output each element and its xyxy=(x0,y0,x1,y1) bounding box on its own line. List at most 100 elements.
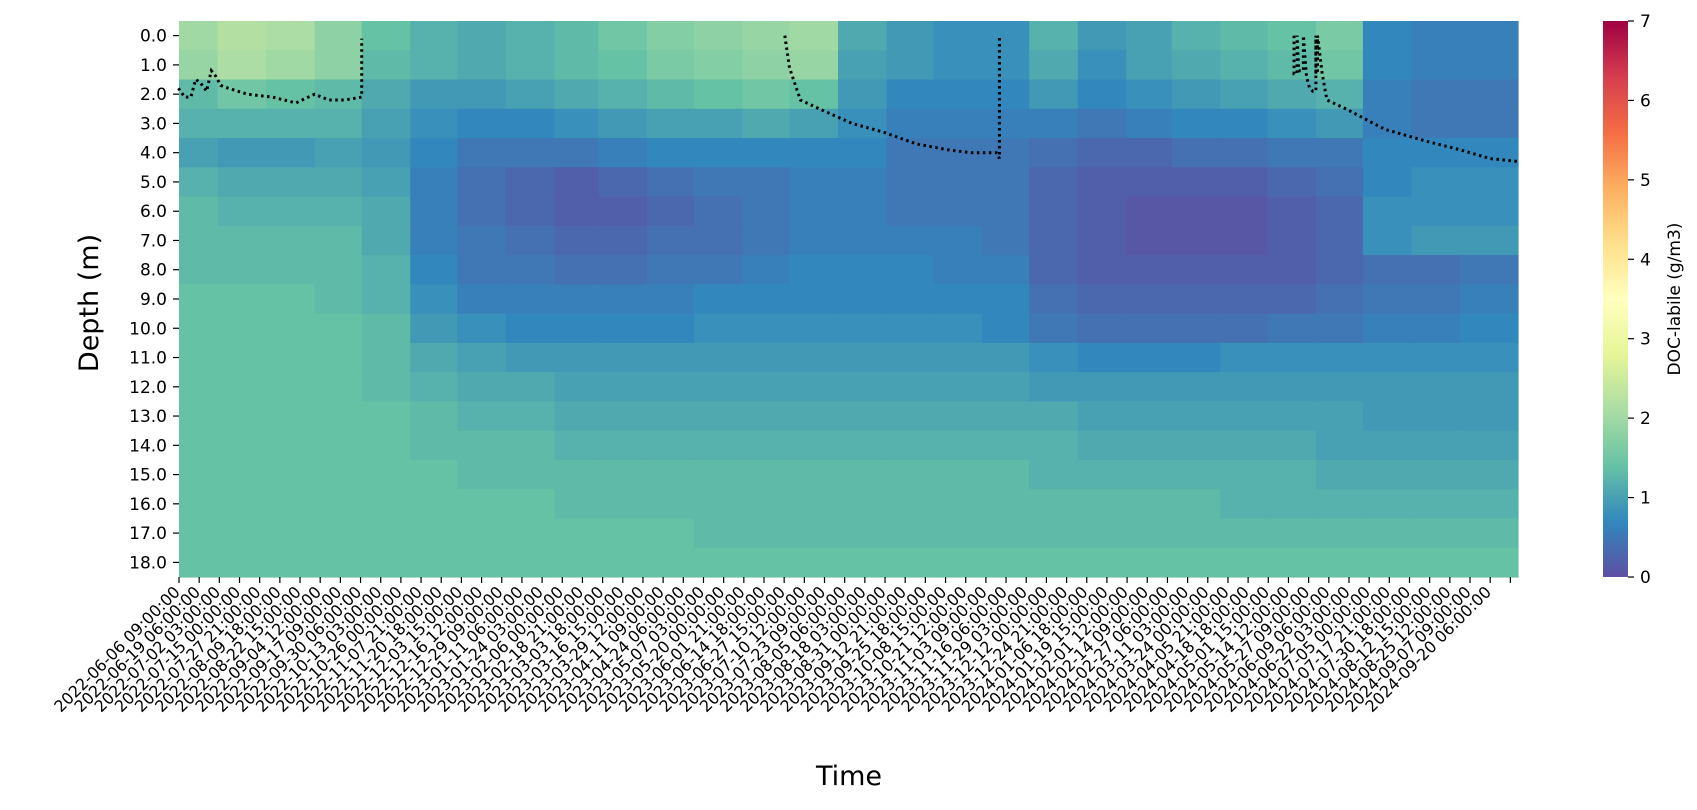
heatmap-cell xyxy=(693,108,744,139)
heatmap-cell xyxy=(361,196,411,227)
heatmap-cell xyxy=(1126,50,1173,81)
heatmap-cell xyxy=(742,196,791,227)
heatmap-cell xyxy=(886,459,935,490)
heatmap-cell xyxy=(598,225,648,256)
heatmap-cell xyxy=(1460,430,1519,461)
heatmap-cell xyxy=(982,342,1030,373)
heatmap-cell xyxy=(266,21,316,51)
heatmap-cell xyxy=(1362,138,1413,168)
heatmap-cell xyxy=(742,167,791,198)
heatmap-cell xyxy=(217,518,267,549)
heatmap-cell xyxy=(982,167,1030,198)
heatmap-cell xyxy=(1171,430,1221,461)
heatmap-cell xyxy=(554,342,599,373)
heatmap-cell xyxy=(179,313,219,344)
heatmap-cell xyxy=(1126,313,1173,344)
heatmap-cell xyxy=(933,79,983,110)
y-tick-label: 12.0 xyxy=(129,378,167,398)
heatmap-cell xyxy=(410,50,458,81)
y-tick-label: 18.0 xyxy=(129,553,167,573)
heatmap-cell xyxy=(554,138,599,168)
heatmap-cell xyxy=(1171,255,1221,285)
heatmap-cell xyxy=(789,79,839,110)
heatmap-cell xyxy=(1315,196,1364,227)
heatmap-cell xyxy=(646,50,695,81)
heatmap-cell xyxy=(1267,342,1317,373)
heatmap-cell xyxy=(314,79,363,110)
heatmap-cell xyxy=(505,225,556,256)
y-tick-label: 11.0 xyxy=(129,349,167,369)
heatmap-cell xyxy=(933,108,983,139)
heatmap-cell xyxy=(742,21,791,51)
heatmap-cell xyxy=(1411,547,1461,578)
heatmap-cell xyxy=(1411,313,1461,344)
heatmap-cell xyxy=(646,372,695,403)
heatmap-cell xyxy=(1411,518,1461,549)
heatmap-cell xyxy=(410,518,458,549)
heatmap-cell xyxy=(1126,255,1173,285)
heatmap-cell xyxy=(361,255,411,285)
heatmap-cell xyxy=(1029,518,1079,549)
heatmap-cell xyxy=(554,547,599,578)
heatmap-cell xyxy=(1029,459,1079,490)
heatmap-cell xyxy=(933,430,983,461)
y-tick-label: 9.0 xyxy=(140,290,167,310)
heatmap-cell xyxy=(1362,167,1413,198)
heatmap-cell xyxy=(410,489,458,520)
heatmap-cell xyxy=(1126,489,1173,520)
heatmap-cell xyxy=(1315,459,1364,490)
colorbar-tick-label: 7 xyxy=(1640,12,1651,32)
heatmap-cell xyxy=(933,21,983,51)
heatmap-cell xyxy=(505,255,556,285)
heatmap-cell xyxy=(933,518,983,549)
heatmap-cell xyxy=(742,50,791,81)
heatmap-cell xyxy=(505,489,556,520)
heatmap-cell xyxy=(361,342,411,373)
heatmap-cell xyxy=(361,50,411,81)
heatmap-cell xyxy=(886,547,935,578)
heatmap-cell xyxy=(1077,225,1127,256)
heatmap-cell xyxy=(1315,547,1364,578)
heatmap-cell xyxy=(410,547,458,578)
heatmap-cell xyxy=(361,167,411,198)
heatmap-cell xyxy=(314,284,363,315)
heatmap-cell xyxy=(554,108,599,139)
heatmap-cell xyxy=(598,108,648,139)
y-tick-label: 17.0 xyxy=(129,524,167,544)
heatmap-cell xyxy=(1315,372,1364,403)
heatmap-cell xyxy=(505,401,556,432)
heatmap-cell xyxy=(1171,21,1221,51)
heatmap-cell xyxy=(505,167,556,198)
heatmap-cell xyxy=(410,284,458,315)
heatmap-cell xyxy=(886,21,935,51)
heatmap-cell xyxy=(1220,225,1268,256)
heatmap-cells xyxy=(179,21,1519,578)
heatmap-cell xyxy=(179,459,219,490)
heatmap-cell xyxy=(457,108,507,139)
heatmap-cell xyxy=(1267,138,1317,168)
heatmap-cell xyxy=(886,50,935,81)
heatmap-cell xyxy=(1220,547,1268,578)
heatmap-cell xyxy=(789,489,839,520)
heatmap-cell xyxy=(982,196,1030,227)
heatmap-cell xyxy=(217,284,267,315)
y-tick-label: 2.0 xyxy=(140,85,167,105)
heatmap-cell xyxy=(1267,225,1317,256)
heatmap-cell xyxy=(361,430,411,461)
heatmap-cell xyxy=(789,167,839,198)
heatmap-cell xyxy=(457,459,507,490)
heatmap-cell xyxy=(457,138,507,168)
heatmap-cell xyxy=(598,342,648,373)
heatmap-cell xyxy=(838,372,888,403)
heatmap-cell xyxy=(1126,284,1173,315)
heatmap-cell xyxy=(1077,108,1127,139)
colorbar: 0 1 2 3 4 5 6 7 DOC-labile (g/m3) xyxy=(1603,12,1685,588)
heatmap-cell xyxy=(1267,284,1317,315)
heatmap-cell xyxy=(1220,21,1268,51)
heatmap-cell xyxy=(646,138,695,168)
heatmap-cell xyxy=(457,225,507,256)
heatmap-cell xyxy=(217,21,267,51)
heatmap-cell xyxy=(410,167,458,198)
heatmap-cell xyxy=(789,518,839,549)
heatmap-cell xyxy=(1077,196,1127,227)
